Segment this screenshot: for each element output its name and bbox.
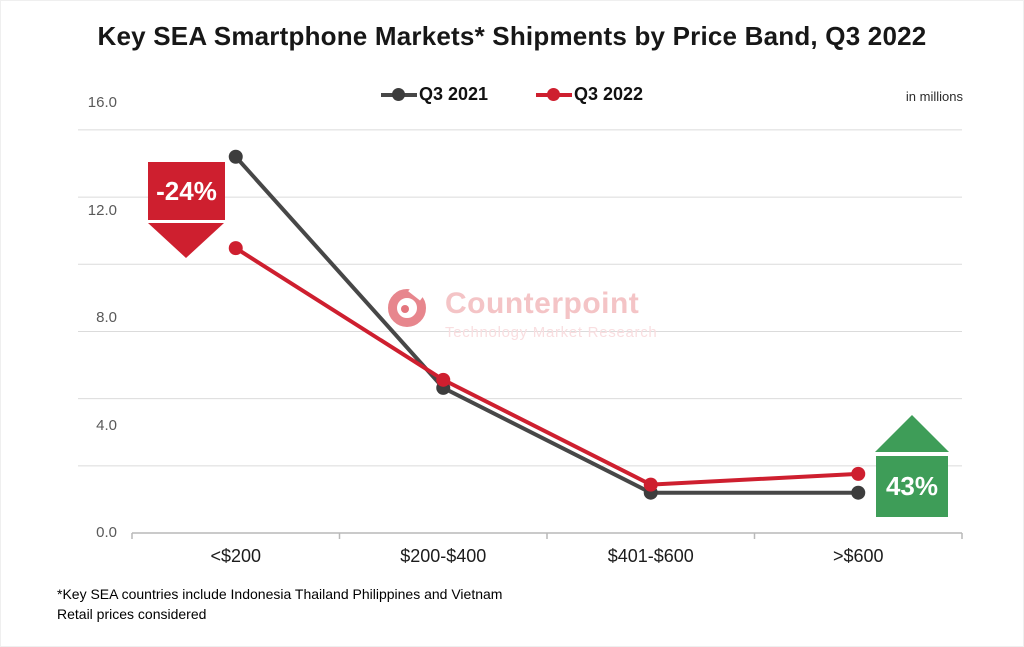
data-point-marker xyxy=(851,485,866,500)
legend-marker-q3-2021-icon xyxy=(380,88,417,101)
data-point-marker xyxy=(436,372,451,387)
y-axis-tick-label: 16.0 xyxy=(87,94,117,111)
legend: Q3 2021 Q3 2022 xyxy=(0,84,1024,105)
data-point-marker xyxy=(851,466,866,481)
counterpoint-logo-icon xyxy=(388,282,427,327)
logo-ring-icon xyxy=(388,289,426,327)
x-axis-category-label: <$200 xyxy=(210,546,262,566)
legend-dot-icon xyxy=(391,88,405,101)
annotation-growth-badge: 43% xyxy=(876,456,948,517)
y-axis-tick-label: 0.0 xyxy=(96,524,117,541)
units-note: in millions xyxy=(905,89,963,104)
annotation-growth-arrow-icon xyxy=(875,415,949,452)
y-axis-tick-label: 8.0 xyxy=(96,309,117,326)
footnote: *Key SEA countries include Indonesia Tha… xyxy=(57,584,502,624)
watermark-tagline: Technology Market Research xyxy=(445,324,658,341)
data-point-marker xyxy=(643,477,658,492)
page-title: Key SEA Smartphone Markets* Shipments by… xyxy=(97,21,927,51)
legend-dot-icon xyxy=(547,88,560,101)
y-axis-tick-label: 4.0 xyxy=(96,416,117,434)
data-point-marker xyxy=(228,149,243,164)
series-line-q3-2021 xyxy=(234,155,859,495)
x-axis-category-label: $401-$600 xyxy=(607,546,694,566)
x-axis-category-label: >$600 xyxy=(832,546,884,566)
y-axis-tick-label: 12.0 xyxy=(87,201,117,219)
annotation-decline-badge: -24% xyxy=(148,162,225,220)
series-line-q3-2022 xyxy=(234,246,859,487)
footnote-line-2: Retail prices considered xyxy=(57,606,207,622)
x-axis-category-label: $200-$400 xyxy=(400,546,487,566)
data-point-marker xyxy=(228,241,243,256)
watermark-brand-name: Counterpoint xyxy=(445,287,640,320)
legend-item-q3-2021: Q3 2021 xyxy=(380,84,488,105)
watermark: Counterpoint Technology Market Research xyxy=(388,282,657,341)
legend-label-q3-2022: Q3 2022 xyxy=(574,84,644,104)
watermark-text: Counterpoint Technology Market Research xyxy=(445,287,657,341)
legend-item-q3-2022: Q3 2022 xyxy=(536,84,643,105)
footnote-line-1: *Key SEA countries include Indonesia Tha… xyxy=(57,586,503,602)
legend-label-q3-2021: Q3 2021 xyxy=(418,84,488,104)
logo-dot-icon xyxy=(401,305,409,313)
legend-marker-q3-2022-icon xyxy=(536,88,572,101)
annotation-decline-arrow-icon xyxy=(148,223,224,258)
